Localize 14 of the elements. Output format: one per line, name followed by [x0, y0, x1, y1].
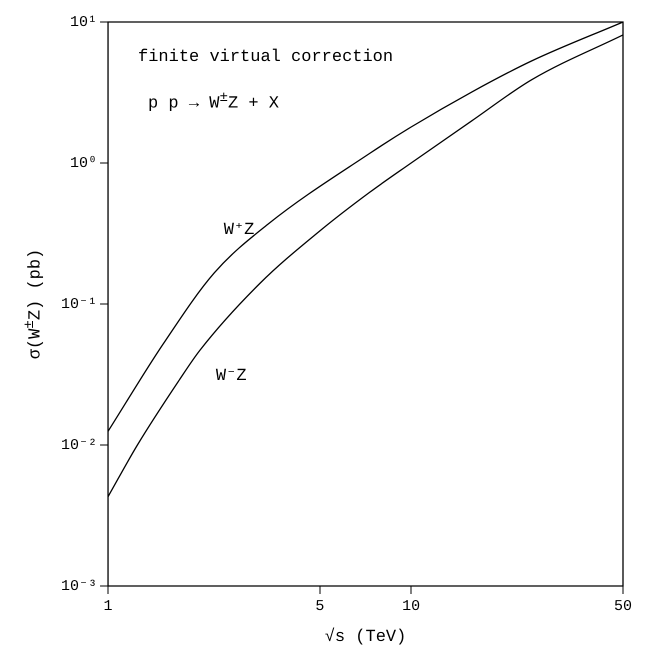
x-axis-title: √s (TeV)	[324, 628, 406, 647]
series-label: W⁻Z	[216, 367, 247, 386]
y-tick-label: 10¹	[70, 14, 98, 31]
x-tick-label: 10	[402, 598, 420, 615]
y-tick-label: 10⁻²	[60, 436, 98, 454]
x-tick-label: 50	[614, 598, 632, 615]
y-tick-label: 10⁻³	[60, 578, 98, 595]
y-tick-label: 10⁰	[70, 154, 98, 172]
y-tick-label: 10⁻¹	[60, 296, 98, 313]
x-tick-label: 1	[104, 598, 113, 615]
annotation: finite virtual correction	[138, 48, 394, 67]
series-label: W⁺Z	[224, 220, 254, 240]
annotation: p p → W$^{±}$Z + X	[148, 90, 279, 114]
x-tick-label: 5	[315, 598, 324, 615]
